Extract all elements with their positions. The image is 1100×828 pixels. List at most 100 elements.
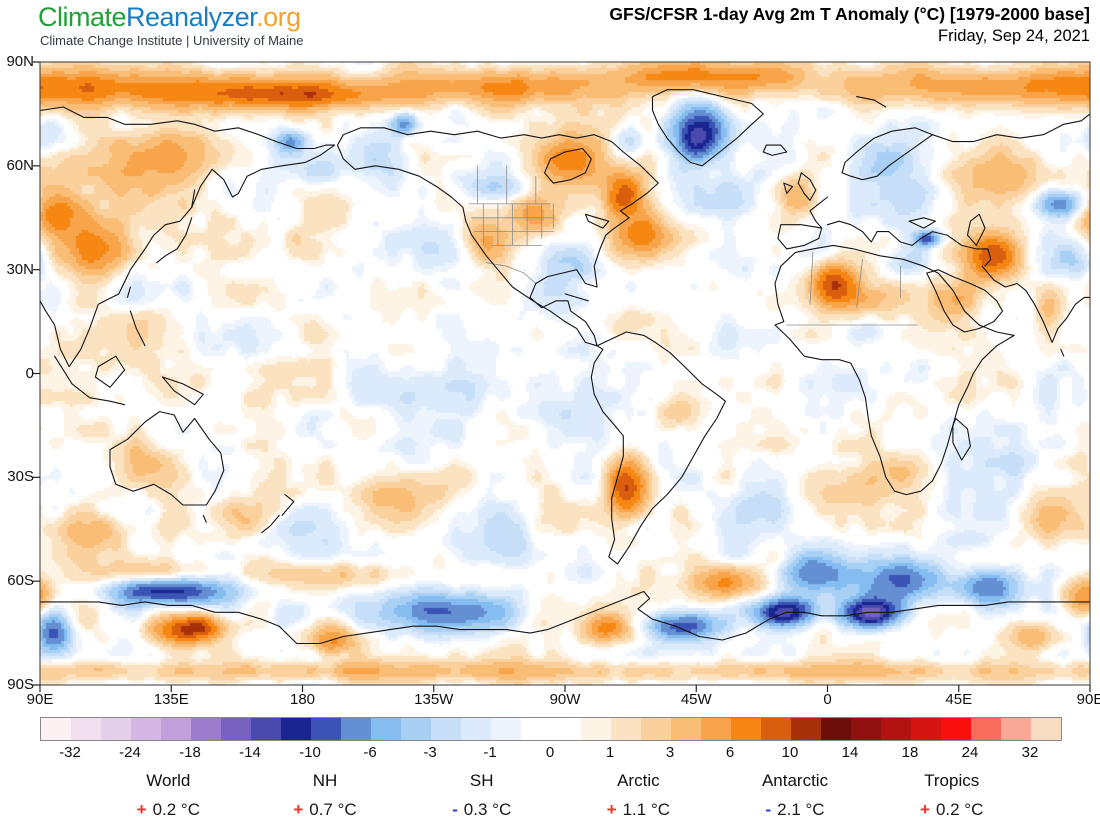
lat-tick-label: 0 — [25, 364, 34, 382]
page-title: GFS/CFSR 1-day Avg 2m T Anomaly (°C) [19… — [609, 4, 1090, 24]
lat-tick-label: 90N — [6, 53, 34, 70]
colorbar-segment — [971, 718, 1001, 740]
lat-tick-label: 30N — [6, 260, 34, 278]
site-logo[interactable]: ClimateReanalyzer.org — [38, 2, 301, 33]
lat-tick-label: 60N — [6, 156, 34, 174]
colorbar-tick-label: 1 — [605, 744, 615, 761]
colorbar-segment — [581, 718, 611, 740]
lon-tick-label: 135E — [153, 691, 189, 708]
logo-subtitle: Climate Change Institute | University of… — [40, 33, 304, 48]
region-label: Arctic — [617, 771, 660, 790]
colorbar — [40, 717, 1062, 741]
logo-reanalyzer: Reanalyzer — [126, 2, 257, 32]
region-label: SH — [469, 771, 494, 790]
colorbar-tick-label: -6 — [363, 744, 377, 761]
colorbar-segment — [761, 718, 791, 740]
lat-tick-label: 90S — [7, 676, 34, 693]
stat-region: Arctic +1.1 °C — [560, 771, 717, 820]
colorbar-tick-label: 14 — [841, 744, 859, 761]
region-sign: + — [136, 800, 147, 819]
stat-region: NH +0.7 °C — [247, 771, 404, 820]
logo-org: .org — [256, 2, 301, 32]
region-value: -2.1 °C — [717, 800, 874, 820]
colorbar-segment — [311, 718, 341, 740]
colorbar-segment — [821, 718, 851, 740]
region-sign: + — [920, 800, 930, 819]
colorbar-segment — [671, 718, 701, 740]
colorbar-segment — [281, 718, 311, 740]
colorbar-tick-label: -1 — [483, 744, 497, 761]
colorbar-segment — [611, 718, 641, 740]
colorbar-segment — [461, 718, 491, 740]
colorbar-segment — [1031, 718, 1061, 740]
stats-row: World +0.2 °C NH +0.7 °C SH -0.3 °C Arctic +1.1… — [90, 771, 1030, 820]
colorbar-segment — [191, 718, 221, 740]
lon-tick-label: 90W — [549, 691, 581, 708]
colorbar-tick-label: -3 — [423, 744, 437, 761]
region-sign: + — [293, 800, 304, 819]
region-number: 0.2 °C — [935, 800, 984, 819]
colorbar-segment — [491, 718, 521, 740]
colorbar-segment — [911, 718, 941, 740]
lon-tick-label: 90E — [26, 691, 54, 708]
region-label: NH — [312, 771, 338, 790]
lon-tick-label: 0 — [823, 691, 832, 708]
colorbar-segment — [431, 718, 461, 740]
colorbar-segment — [161, 718, 191, 740]
colorbar-segment — [71, 718, 101, 740]
region-value: +0.2 °C — [90, 800, 247, 820]
colorbar-segment — [791, 718, 821, 740]
region-sign: + — [606, 800, 617, 819]
stat-region: Antarctic -2.1 °C — [717, 771, 874, 820]
colorbar-segment — [131, 718, 161, 740]
lat-tick-label: 30S — [7, 468, 34, 486]
colorbar-segment — [851, 718, 881, 740]
colorbar-tick-label: 6 — [725, 744, 735, 761]
map-date: Friday, Sep 24, 2021 — [938, 27, 1090, 45]
colorbar-tick-label: -32 — [59, 744, 81, 761]
colorbar-segment — [1001, 718, 1031, 740]
colorbar-segment — [731, 718, 761, 740]
region-value: -0.3 °C — [403, 800, 560, 820]
lon-tick-label: 180 — [289, 691, 316, 708]
region-number: 0.2 °C — [152, 800, 201, 819]
colorbar-segment — [41, 718, 71, 740]
colorbar-tick-label: 0 — [545, 744, 555, 761]
region-label: Antarctic — [761, 771, 829, 790]
colorbar-tick-label: 18 — [901, 744, 919, 761]
stat-region: SH -0.3 °C — [403, 771, 560, 820]
region-number: 1.1 °C — [622, 800, 671, 819]
colorbar-tick-label: -14 — [239, 744, 261, 761]
lon-tick-label: 45E — [945, 691, 973, 708]
colorbar-tick-label: -24 — [119, 744, 141, 761]
colorbar-segment — [401, 718, 431, 740]
stat-region: World +0.2 °C — [90, 771, 247, 820]
colorbar-tick-label: 24 — [961, 744, 979, 761]
colorbar-segment — [101, 718, 131, 740]
region-value: +1.1 °C — [560, 800, 717, 820]
region-label: World — [146, 771, 191, 790]
region-number: 2.1 °C — [777, 800, 825, 819]
colorbar-tick-label: 10 — [781, 744, 799, 761]
region-sign: - — [452, 800, 458, 819]
region-value: +0.2 °C — [873, 800, 1030, 820]
region-label: Tropics — [924, 771, 980, 790]
colorbar-segment — [941, 718, 971, 740]
lat-tick-label: 60S — [7, 572, 34, 590]
logo-climate: Climate — [38, 2, 127, 32]
stat-region: Tropics +0.2 °C — [873, 771, 1030, 820]
anomaly-map-canvas — [40, 62, 1090, 685]
lon-tick-label: 45W — [680, 691, 712, 708]
colorbar-tick-label: 32 — [1021, 744, 1039, 761]
region-number: 0.7 °C — [309, 800, 357, 819]
colorbar-segment — [701, 718, 731, 740]
colorbar-segment — [371, 718, 401, 740]
lon-tick-label: 90E — [1076, 691, 1100, 708]
colorbar-segment — [881, 718, 911, 740]
colorbar-segment — [341, 718, 371, 740]
colorbar-segment — [221, 718, 251, 740]
colorbar-segment — [251, 718, 281, 740]
colorbar-tick-label: 3 — [665, 744, 675, 761]
region-value: +0.7 °C — [247, 800, 404, 820]
